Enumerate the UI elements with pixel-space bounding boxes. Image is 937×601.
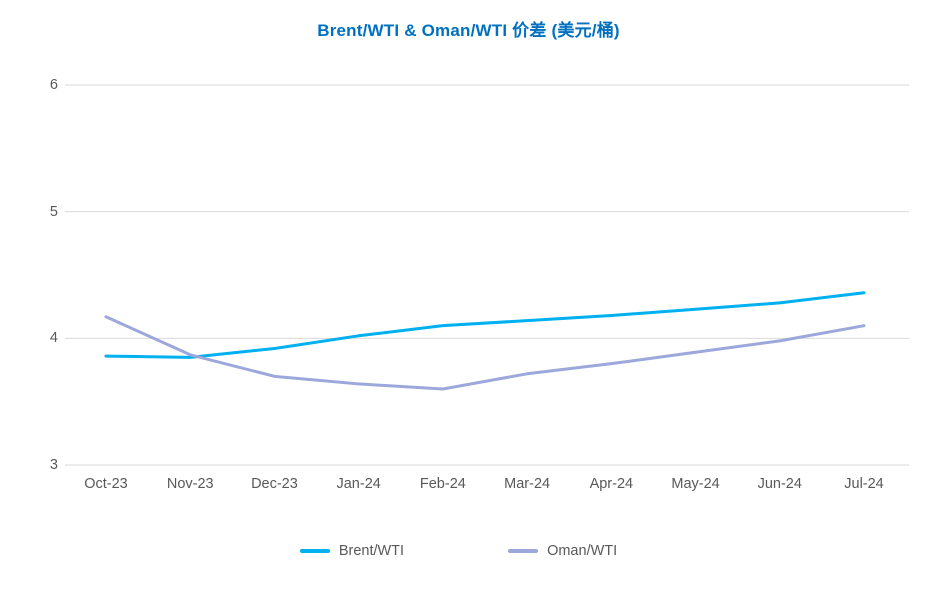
oman-wti-line: [104, 315, 866, 391]
x-axis-label: Nov-23: [166, 476, 214, 492]
y-axis-label: 3: [49, 457, 58, 473]
legend-item-oman-wti: Oman/WTI: [508, 543, 617, 559]
x-axis-label: Apr-24: [589, 476, 634, 492]
x-axis-label: Feb-24: [419, 476, 466, 492]
x-axis-label: May-24: [671, 476, 720, 492]
x-axis-label: Jul-24: [844, 476, 884, 492]
legend-label-brent-wti: Brent/WTI: [338, 543, 405, 559]
x-axis-label: Jan-24: [336, 476, 381, 492]
chart-title: Brent/WTI & Oman/WTI 价差 (美元/桶): [317, 21, 620, 40]
y-axis-label: 4: [49, 330, 58, 347]
legend-swatch-oman-wti-icon: [508, 549, 539, 553]
brent-wti-line: [104, 291, 866, 359]
x-axis-label: Mar-24: [504, 476, 551, 492]
legend: Brent/WTI Oman/WTI: [0, 543, 927, 559]
legend-swatch-brent-wti-icon: [299, 549, 330, 553]
x-axis-label: Dec-23: [251, 476, 298, 492]
legend-label-oman-wti: Oman/WTI: [547, 543, 618, 559]
x-axis-label: Jun-24: [757, 476, 802, 492]
y-axis-label: 6: [49, 77, 58, 93]
x-axis-label: Oct-23: [84, 476, 128, 492]
legend-item-brent-wti: Brent/WTI: [299, 543, 405, 559]
y-axis-label: 5: [49, 203, 58, 220]
